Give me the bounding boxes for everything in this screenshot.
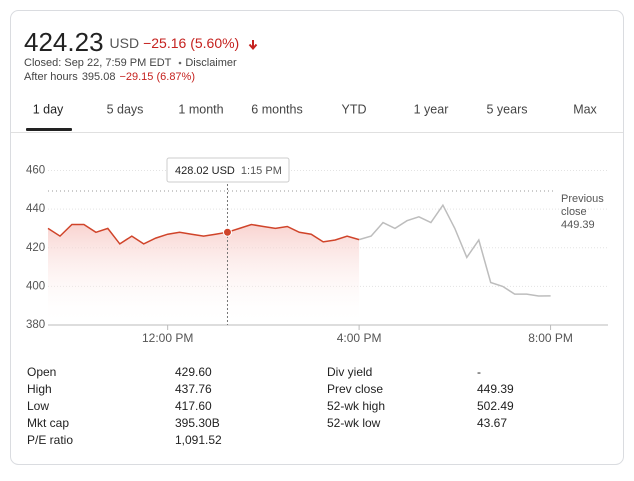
stat-label: Low xyxy=(27,399,49,413)
previous-close-note: Previous close 449.39 xyxy=(561,193,613,232)
tab[interactable]: 5 years xyxy=(487,102,528,116)
stat-label: Prev close xyxy=(327,382,383,396)
after-hours: After hours 395.08 −29.15 (6.87%) xyxy=(24,71,195,83)
tab-underline xyxy=(26,128,72,131)
disclaimer[interactable]: Disclaimer xyxy=(185,57,237,69)
stat-value: 502.49 xyxy=(477,399,514,413)
tooltip-time: 1:15 PM xyxy=(241,165,282,177)
price-line xyxy=(358,203,551,297)
cursor-point xyxy=(222,227,232,237)
price: 424.23 xyxy=(24,27,104,57)
stat-label: High xyxy=(27,382,52,396)
y-tick-label: 440 xyxy=(26,203,45,215)
tooltip: 428.02 USD 1:15 PM xyxy=(175,165,282,177)
currency: USD xyxy=(110,35,140,51)
stat-value: 395.30B xyxy=(175,416,220,430)
stat-value: 43.67 xyxy=(477,416,507,430)
tab[interactable]: YTD xyxy=(342,102,367,116)
stat-value: 437.76 xyxy=(175,382,212,396)
change: −25.16 (5.60%) xyxy=(143,35,239,51)
stat-label: Div yield xyxy=(327,365,372,379)
tabs: 1 day 5 days 1 month 6 months YTD 1 year 5 yea… xyxy=(26,102,598,131)
x-tick-label: 4:00 PM xyxy=(337,331,382,345)
quote: 424.23 USD −25.16 (5.60%) xyxy=(24,27,239,57)
tooltip-currency: USD xyxy=(212,165,235,177)
stat-label: Mkt cap xyxy=(27,416,69,430)
price-line xyxy=(47,223,360,245)
area-fill xyxy=(48,224,360,325)
stat-value: 417.60 xyxy=(175,399,212,413)
y-tick-label: 420 xyxy=(26,242,45,254)
stat-label: 52-wk high xyxy=(327,399,385,413)
previous-close-label: Previous close xyxy=(561,193,604,218)
tab[interactable]: Max xyxy=(573,102,597,116)
after-hours-price: 395.08 xyxy=(82,71,116,83)
stat-value: 1,091.52 xyxy=(175,433,222,447)
tab[interactable]: 1 day xyxy=(33,102,64,116)
tab[interactable]: 1 month xyxy=(178,102,223,116)
tab[interactable]: 6 months xyxy=(251,102,302,116)
stat-label: Open xyxy=(27,365,56,379)
tab[interactable]: 5 days xyxy=(107,102,144,116)
y-tick-label: 400 xyxy=(26,280,45,292)
closed: Closed: Sep 22, 7:59 PM EDT xyxy=(24,57,172,69)
x-tick-label: 8:00 PM xyxy=(528,331,573,345)
plot: 380 400 420 440 460 12:00 PM 4:00 PM 8:00 PM 428… xyxy=(26,157,608,345)
tooltip-value: 428.02 xyxy=(175,165,209,177)
tooltip-box xyxy=(166,157,290,183)
x-tick-label: 12:00 PM xyxy=(142,331,193,345)
stat-value: 429.60 xyxy=(175,365,212,379)
y-tick-label: 460 xyxy=(26,164,45,176)
y-tick-label: 380 xyxy=(26,319,45,331)
previous-close-value: 449.39 xyxy=(561,219,595,231)
stat-value: - xyxy=(477,365,481,379)
tab[interactable]: 1 year xyxy=(414,102,449,116)
stats: Open 429.60 High 437.76 Low 417.60 Mkt cap 395.… xyxy=(27,365,514,447)
stat-label: 52-wk low xyxy=(327,416,381,430)
down-arrow xyxy=(248,40,258,51)
closed-line: Closed: Sep 22, 7:59 PM EDT Disclaimer xyxy=(24,57,237,69)
separator xyxy=(178,61,182,65)
after-hours-change: −29.15 (6.87%) xyxy=(119,71,195,83)
stat-value: 449.39 xyxy=(477,382,514,396)
stat-label: P/E ratio xyxy=(27,433,73,447)
after-hours-label: After hours xyxy=(24,71,78,83)
